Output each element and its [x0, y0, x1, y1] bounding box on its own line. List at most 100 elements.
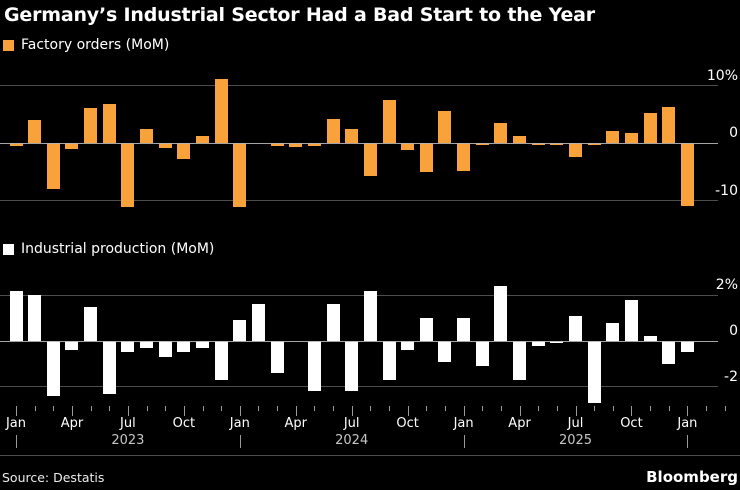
bar — [214, 78, 228, 143]
bar — [196, 341, 209, 348]
zero-line — [0, 340, 718, 342]
year-label: 2024 — [335, 433, 369, 448]
x-tick — [463, 406, 465, 416]
x-tick-label: Jan — [229, 416, 250, 431]
bar — [531, 341, 545, 346]
gridline — [0, 85, 718, 86]
bar — [513, 341, 527, 380]
bar — [382, 341, 396, 380]
bar — [494, 286, 508, 341]
bar — [121, 143, 135, 207]
bar — [140, 341, 154, 348]
bar — [307, 341, 321, 392]
x-tick — [612, 406, 614, 411]
bar — [196, 136, 209, 143]
x-tick — [146, 406, 148, 411]
bar — [438, 111, 452, 143]
x-tick-label: Jul — [120, 416, 136, 431]
x-tick — [724, 406, 726, 411]
bar — [624, 299, 638, 341]
x-tick — [351, 406, 353, 416]
bar — [643, 112, 657, 143]
bar — [680, 143, 694, 207]
x-tick — [389, 406, 390, 411]
y-axis-label: 0 — [729, 125, 738, 141]
x-tick — [127, 406, 129, 416]
bar — [102, 341, 116, 394]
bar — [643, 336, 657, 341]
zero-line — [0, 142, 718, 144]
bar — [457, 318, 471, 341]
bar — [513, 135, 527, 143]
year-separator — [16, 435, 17, 448]
legend-industrial-production-label: Industrial production (MoM) — [21, 241, 215, 257]
bar — [158, 341, 172, 357]
bar — [158, 143, 172, 148]
bar — [102, 103, 116, 143]
bar — [177, 341, 191, 353]
x-tick — [482, 406, 484, 411]
bar — [65, 143, 79, 149]
x-tick — [71, 406, 73, 416]
bar — [587, 341, 601, 403]
bar — [624, 133, 638, 143]
bar — [457, 143, 471, 171]
x-tick — [407, 406, 409, 416]
x-tick-label: Oct — [620, 416, 643, 431]
bar — [121, 341, 135, 353]
gridline — [0, 386, 718, 388]
bar — [46, 143, 60, 189]
bar — [662, 341, 676, 364]
x-tick — [16, 406, 17, 416]
y-axis-label: -10 — [715, 182, 738, 199]
bar — [177, 143, 191, 160]
gridline — [0, 294, 718, 296]
x-tick — [53, 406, 55, 411]
bar — [419, 143, 433, 172]
x-tick — [668, 406, 670, 411]
bar — [662, 106, 676, 143]
x-tick — [687, 406, 689, 416]
bar — [307, 143, 321, 146]
bar — [84, 107, 98, 143]
bar — [326, 304, 340, 341]
y-axis-label: 2% — [715, 277, 738, 294]
bar — [251, 304, 265, 341]
bar — [569, 143, 582, 157]
bar — [531, 143, 545, 145]
y-axis-label: 0 — [729, 323, 738, 339]
bar — [233, 320, 247, 341]
footer-divider — [0, 455, 740, 456]
bar — [475, 341, 489, 367]
bar — [401, 143, 415, 150]
bar — [46, 341, 60, 396]
x-tick — [594, 406, 596, 411]
x-tick — [519, 406, 521, 416]
bloomberg-logo: Bloomberg — [646, 468, 738, 486]
bar — [270, 143, 284, 146]
bar — [214, 341, 228, 380]
x-tick — [500, 406, 502, 411]
x-tick — [109, 406, 111, 411]
bar — [680, 341, 694, 353]
legend-industrial-production: Industrial production (MoM) — [3, 241, 214, 257]
bar — [419, 318, 433, 341]
bar — [438, 341, 452, 362]
x-tick — [165, 406, 167, 411]
x-tick — [90, 406, 92, 411]
bar — [494, 122, 508, 143]
bar — [345, 128, 359, 143]
year-separator — [239, 435, 241, 448]
legend-factory-orders: Factory orders (MoM) — [3, 37, 169, 53]
bar — [28, 295, 42, 341]
bar — [475, 143, 489, 146]
bar — [28, 120, 42, 143]
x-tick-label: Apr — [508, 416, 531, 431]
legend-factory-orders-label: Factory orders (MoM) — [21, 37, 170, 53]
y-axis-label: 10% — [706, 67, 738, 84]
bar — [382, 100, 396, 143]
x-tick-label: Oct — [172, 416, 196, 431]
x-tick — [183, 406, 185, 416]
x-tick — [34, 406, 36, 411]
